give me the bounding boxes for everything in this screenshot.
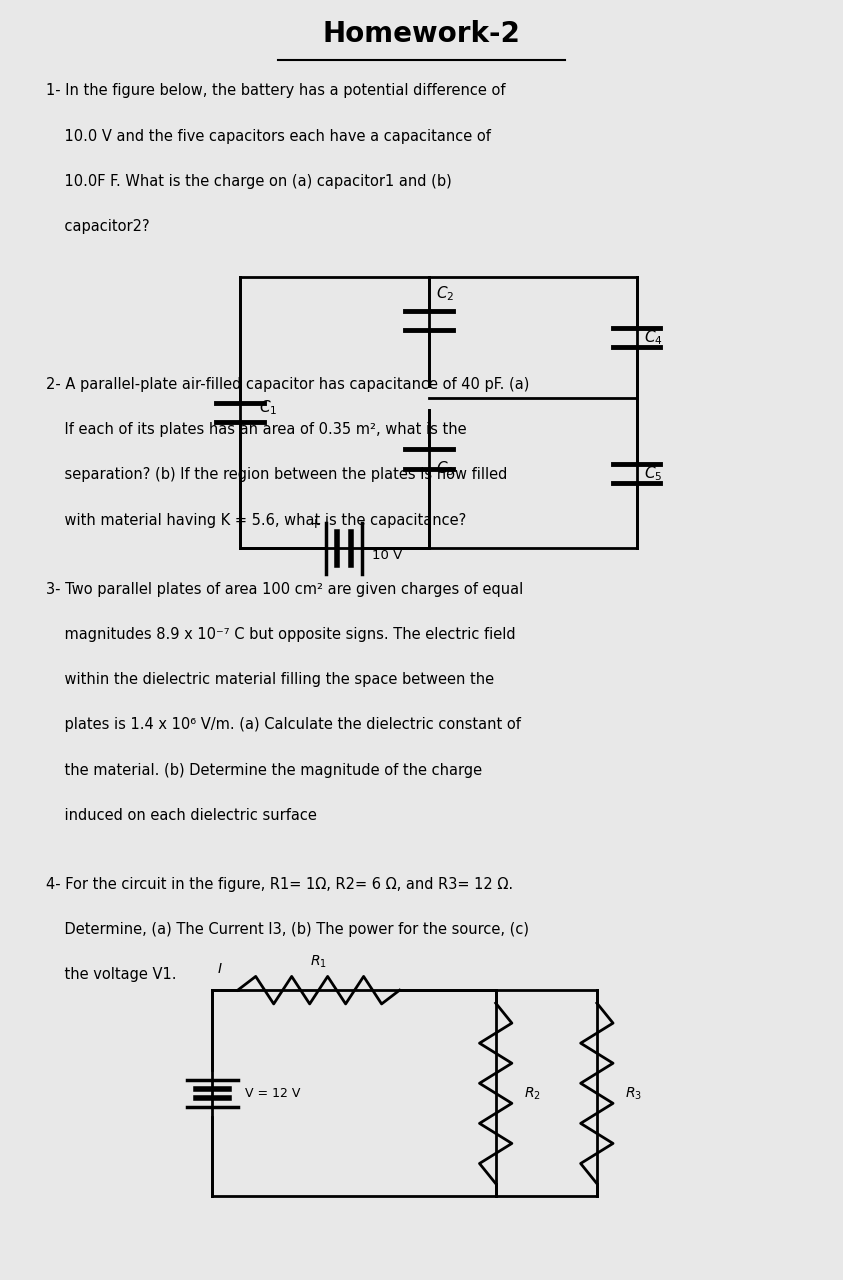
Text: $R_1$: $R_1$	[310, 954, 327, 970]
Text: 1- In the figure below, the battery has a potential difference of: 1- In the figure below, the battery has …	[46, 83, 506, 99]
Text: $R_2$: $R_2$	[524, 1085, 540, 1102]
Text: V = 12 V: V = 12 V	[245, 1087, 301, 1100]
Text: If each of its plates has an area of 0.35 m², what is the: If each of its plates has an area of 0.3…	[46, 422, 467, 438]
Text: I: I	[218, 961, 222, 975]
Text: the material. (b) Determine the magnitude of the charge: the material. (b) Determine the magnitud…	[46, 763, 482, 778]
Text: $C_4$: $C_4$	[644, 329, 663, 347]
Text: within the dielectric material filling the space between the: within the dielectric material filling t…	[46, 672, 495, 687]
Text: Homework-2: Homework-2	[323, 20, 520, 47]
Text: 2- A parallel-plate air-filled capacitor has capacitance of 40 pF. (a): 2- A parallel-plate air-filled capacitor…	[46, 376, 529, 392]
Text: 3- Two parallel plates of area 100 cm² are given charges of equal: 3- Two parallel plates of area 100 cm² a…	[46, 581, 524, 596]
Text: the voltage V1.: the voltage V1.	[46, 968, 177, 982]
Text: Determine, (a) The Current I3, (b) The power for the source, (c): Determine, (a) The Current I3, (b) The p…	[46, 922, 529, 937]
Text: $C_1$: $C_1$	[259, 398, 277, 417]
Text: 10.0 V and the five capacitors each have a capacitance of: 10.0 V and the five capacitors each have…	[46, 128, 491, 143]
Text: $R_3$: $R_3$	[625, 1085, 642, 1102]
Text: 10.0F F. What is the charge on (a) capacitor1 and (b): 10.0F F. What is the charge on (a) capac…	[46, 174, 452, 188]
Text: +: +	[310, 517, 321, 531]
Text: $C_5$: $C_5$	[644, 465, 662, 483]
Text: capacitor2?: capacitor2?	[46, 219, 150, 234]
Text: with material having K = 5.6, what is the capacitance?: with material having K = 5.6, what is th…	[46, 513, 467, 527]
Text: induced on each dielectric surface: induced on each dielectric surface	[46, 808, 317, 823]
Text: $C_2$: $C_2$	[436, 284, 454, 303]
Text: separation? (b) If the region between the plates is now filled: separation? (b) If the region between th…	[46, 467, 507, 483]
Text: 10 V: 10 V	[373, 549, 402, 562]
Text: magnitudes 8.9 x 10⁻⁷ C but opposite signs. The electric field: magnitudes 8.9 x 10⁻⁷ C but opposite sig…	[46, 627, 516, 643]
Text: $C_3$: $C_3$	[436, 460, 454, 477]
Text: 4- For the circuit in the figure, R1= 1Ω, R2= 6 Ω, and R3= 12 Ω.: 4- For the circuit in the figure, R1= 1Ω…	[46, 877, 513, 892]
Text: plates is 1.4 x 10⁶ V/m. (a) Calculate the dielectric constant of: plates is 1.4 x 10⁶ V/m. (a) Calculate t…	[46, 717, 521, 732]
